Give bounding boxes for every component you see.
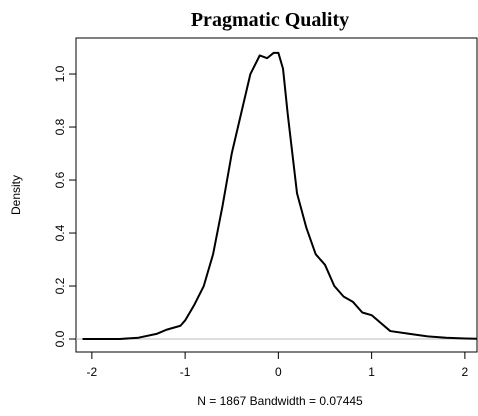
x-tick-label: 2 xyxy=(462,365,469,379)
x-tick-label: -2 xyxy=(87,365,98,379)
y-tick-label: 0.4 xyxy=(53,224,67,241)
x-tick-label: 1 xyxy=(368,365,375,379)
y-tick-label: 0.0 xyxy=(53,330,67,347)
plot-frame xyxy=(75,37,478,353)
x-axis-label: N = 1867 Bandwidth = 0.07445 xyxy=(197,394,363,408)
y-axis-label: Density xyxy=(9,175,23,215)
x-tick-label: 0 xyxy=(275,365,282,379)
y-tick-label: 0.2 xyxy=(53,277,67,294)
x-tick-label: -1 xyxy=(180,365,191,379)
y-tick-label: 0.8 xyxy=(53,118,67,135)
density-line xyxy=(82,51,478,341)
y-tick-label: 0.6 xyxy=(53,171,67,188)
y-tick-label: 1.0 xyxy=(53,65,67,82)
chart-title: Pragmatic Quality xyxy=(191,9,349,31)
